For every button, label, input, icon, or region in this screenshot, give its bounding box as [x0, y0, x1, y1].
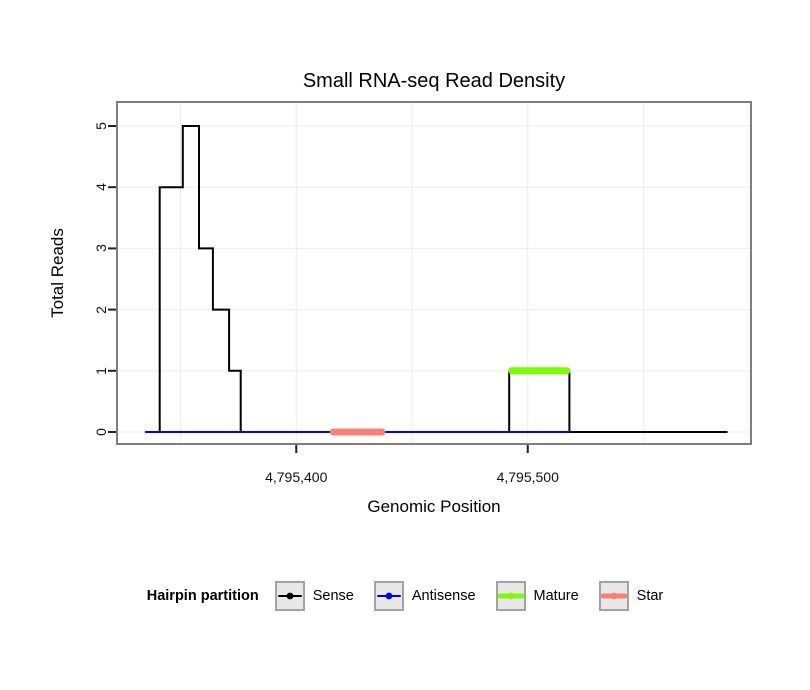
y-tick-label: 2	[93, 305, 109, 314]
legend-key-dot	[286, 592, 294, 600]
legend-key-box	[274, 581, 305, 611]
legend-item-sense: Sense	[274, 581, 354, 611]
legend-label: Mature	[533, 588, 579, 604]
legend-title: Hairpin partition	[146, 588, 259, 604]
y-tick-label: 0	[93, 428, 109, 436]
y-tick-label: 4	[93, 183, 109, 192]
legend-key-box	[598, 581, 629, 611]
legend: Hairpin partition Sense Antisense Mature…	[0, 581, 810, 611]
legend-item-star: Star	[598, 581, 664, 611]
legend-key-box	[495, 581, 526, 611]
legend-key-dot	[610, 592, 618, 600]
legend-key-dot	[507, 592, 514, 600]
x-axis-label: Genomic Position	[367, 497, 501, 516]
y-tick-label: 1	[93, 366, 109, 375]
legend-label: Sense	[312, 588, 354, 604]
series-sense	[144, 125, 728, 433]
legend-key-box	[373, 581, 404, 611]
x-tick-label: 4,795,400	[265, 469, 328, 485]
y-tick-label: 3	[93, 244, 109, 253]
plot-area	[108, 103, 750, 453]
legend-label: Star	[636, 588, 664, 604]
legend-item-mature: Mature	[495, 581, 579, 611]
y-tick-label: 5	[93, 122, 109, 130]
chart-title: Small RNA-seq Read Density	[302, 70, 566, 92]
y-axis-label: Total Reads	[48, 228, 67, 318]
legend-label: Antisense	[411, 588, 476, 604]
x-tick-label: 4,795,500	[496, 469, 559, 485]
legend-item-antisense: Antisense	[373, 581, 476, 611]
plot-panel	[108, 101, 752, 453]
legend-key-dot	[385, 592, 393, 600]
